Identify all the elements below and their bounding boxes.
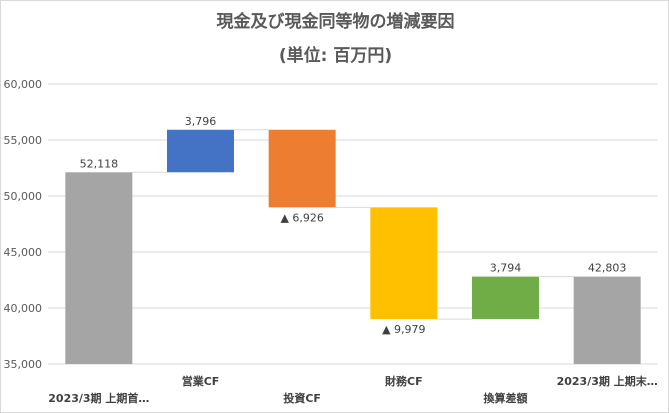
- y-tick-label: 50,000: [4, 190, 43, 203]
- y-tick-label: 60,000: [4, 78, 43, 91]
- chart-title: 現金及び現金同等物の増減要因: [216, 12, 455, 32]
- bar: [573, 276, 641, 364]
- y-tick-label: 55,000: [4, 134, 43, 147]
- bar: [370, 207, 438, 320]
- category-label: 2023/3期 上期首…: [48, 391, 149, 405]
- category-label: 投資CF: [283, 391, 321, 405]
- gridlines: [48, 83, 658, 365]
- chart-subtitle: (単位: 百万円): [278, 46, 393, 66]
- labels: 35,000 40,000 45,000 50,000 55,000 60,000 52,1…: [4, 78, 658, 405]
- y-tick-label: 45,000: [4, 246, 43, 259]
- connector-lines: [132, 129, 574, 320]
- data-label: ▲ 6,926: [280, 211, 323, 224]
- category-label: 財務CF: [384, 374, 423, 388]
- data-label: 3,794: [490, 262, 522, 275]
- category-label: 2023/3期 上期末…: [557, 374, 658, 388]
- bars: [65, 129, 641, 364]
- bar: [167, 129, 234, 173]
- data-label: 52,118: [80, 157, 119, 170]
- data-label: 3,796: [185, 115, 217, 128]
- bar: [472, 276, 539, 320]
- y-tick-label: 35,000: [4, 358, 43, 371]
- category-label: 換算差額: [484, 391, 528, 405]
- bar: [65, 172, 133, 364]
- bar: [268, 129, 336, 208]
- category-label: 営業CF: [182, 374, 220, 388]
- data-label: 42,803: [588, 262, 627, 275]
- data-label: ▲ 9,979: [382, 323, 425, 336]
- y-tick-label: 40,000: [4, 302, 43, 315]
